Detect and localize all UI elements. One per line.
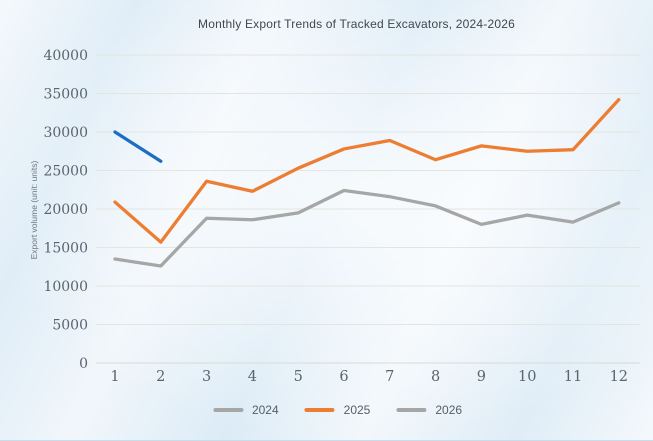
legend-swatch-2025 xyxy=(304,408,335,412)
y-tick-label: 40000 xyxy=(43,48,88,64)
x-tick-label: 7 xyxy=(385,369,394,385)
x-tick-label: 8 xyxy=(431,369,440,385)
y-tick-label: 30000 xyxy=(43,125,88,141)
y-tick-label: 10000 xyxy=(43,279,88,295)
x-tick-label: 5 xyxy=(294,369,303,385)
y-tick-label: 35000 xyxy=(43,87,88,103)
y-tick-label: 5000 xyxy=(52,318,88,334)
x-tick-label: 11 xyxy=(564,369,582,385)
x-tick-label: 10 xyxy=(518,369,536,385)
legend-item-2025: 2025 xyxy=(304,403,371,417)
y-tick-label: 20000 xyxy=(43,202,88,218)
x-tick-label: 4 xyxy=(248,369,257,385)
y-tick-label: 15000 xyxy=(43,241,88,257)
x-tick-label: 9 xyxy=(477,369,486,385)
x-tick-label: 3 xyxy=(202,369,211,385)
legend-swatch-2026 xyxy=(396,408,427,412)
legend-label-2024: 2024 xyxy=(251,403,279,417)
legend: 2024 2025 2026 xyxy=(212,403,462,417)
y-tick-label: 25000 xyxy=(43,164,88,180)
y-tick-label: 0 xyxy=(79,356,88,372)
series-line-2024 xyxy=(113,188,621,268)
series-line-2025 xyxy=(113,98,621,244)
x-tick-label: 1 xyxy=(110,369,119,385)
chart-title: Monthly Export Trends of Tracked Excavat… xyxy=(198,17,515,31)
series-line-2026 xyxy=(113,130,163,163)
x-tick-label: 6 xyxy=(339,369,348,385)
legend-item-2026: 2026 xyxy=(396,403,462,417)
x-tick-label: 12 xyxy=(610,369,628,385)
legend-label-2026: 2026 xyxy=(435,403,463,417)
x-tick-label: 2 xyxy=(156,369,165,385)
legend-item-2024: 2024 xyxy=(212,403,279,417)
legend-label-2025: 2025 xyxy=(343,403,371,417)
legend-swatch-2024 xyxy=(212,408,243,412)
